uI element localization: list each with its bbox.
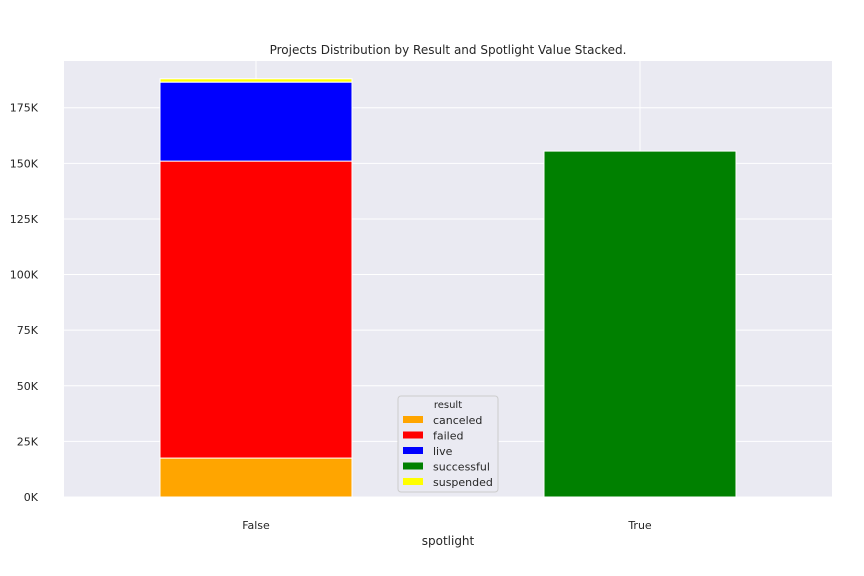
legend-label-successful: successful <box>433 461 490 474</box>
legend-label-canceled: canceled <box>433 414 482 427</box>
legend-title: result <box>434 400 462 411</box>
legend-swatch-failed <box>403 431 423 439</box>
y-tick-label: 100K <box>10 269 39 282</box>
legend-swatch-canceled <box>403 416 423 423</box>
legend-swatch-suspended <box>403 478 423 485</box>
legend-label-suspended: suspended <box>433 476 493 489</box>
x-axis-ticks: False True <box>242 519 652 532</box>
legend-swatch-live <box>403 447 423 454</box>
chart-title: Projects Distribution by Result and Spot… <box>270 43 627 57</box>
y-tick-label: 75K <box>17 324 39 337</box>
legend-label-live: live <box>433 445 453 458</box>
x-tick-label: True <box>627 519 652 532</box>
bar-suspended-false <box>159 78 353 83</box>
legend-swatch-successful <box>403 462 423 470</box>
y-axis-ticks: 0K 25K 50K 75K 100K 125K 150K 175K <box>10 102 39 504</box>
bars <box>159 78 737 498</box>
y-tick-label: 50K <box>17 380 39 393</box>
bar-failed-false <box>159 160 353 459</box>
legend: result canceled failed live successful suspen… <box>397 395 499 493</box>
bar-live-false <box>159 81 353 162</box>
y-tick-label: 175K <box>10 102 39 115</box>
legend-label-failed: failed <box>433 430 463 443</box>
y-tick-label: 25K <box>17 435 39 448</box>
bar-successful-true <box>543 150 737 498</box>
bar-canceled-false <box>159 457 353 498</box>
y-tick-label: 0K <box>24 491 39 504</box>
y-tick-label: 125K <box>10 213 39 226</box>
x-axis-label: spotlight <box>422 534 475 548</box>
y-tick-label: 150K <box>10 157 39 170</box>
x-tick-label: False <box>242 519 270 532</box>
